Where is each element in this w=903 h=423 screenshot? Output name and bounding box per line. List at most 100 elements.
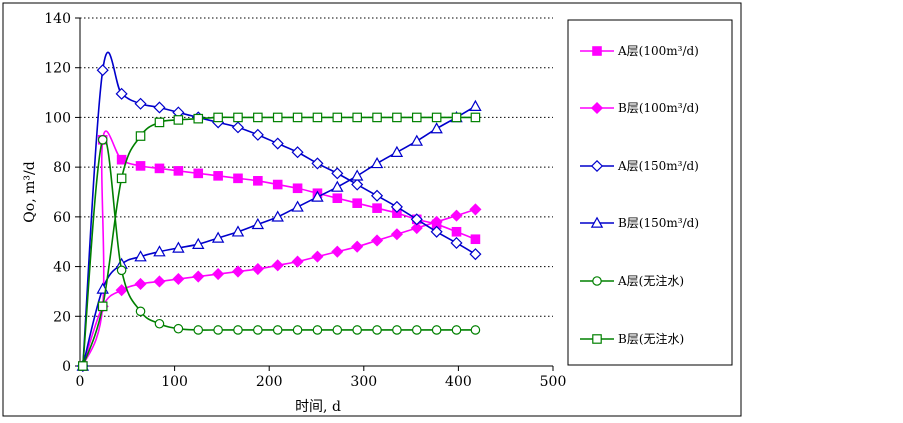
series-5-point-8 — [233, 325, 243, 335]
legend-entry-4: B层(150m³/d) — [580, 216, 699, 230]
legend-entry-5: A层(无注水) — [580, 273, 684, 288]
x-tick-label-4: 400 — [445, 374, 472, 390]
x-tick-label-5: 500 — [540, 374, 567, 390]
series-2-point-4 — [153, 275, 166, 288]
series-5-point-5 — [173, 323, 184, 334]
series-4-point-15 — [370, 156, 384, 169]
series-4-point-10 — [271, 210, 284, 222]
series-2-point-7 — [212, 267, 225, 281]
legend-label-1: A层(100m³/d) — [617, 44, 699, 58]
series-1-point-3 — [116, 154, 127, 165]
series-3-point-4 — [153, 101, 166, 114]
legend-marker-5 — [592, 276, 602, 286]
series-5-point-19 — [451, 325, 462, 335]
series-4-point-12 — [311, 190, 324, 202]
series-layer — [76, 51, 482, 373]
series-3-point-16 — [390, 200, 403, 213]
series-6-point-1 — [97, 301, 108, 312]
series-2-point-8 — [231, 265, 245, 278]
x-axis-title: 时间, d — [295, 399, 341, 415]
series-3-point-2 — [115, 87, 128, 100]
series-3-point-8 — [231, 121, 245, 134]
series-5-point-7 — [213, 325, 223, 335]
series-3-point-9 — [251, 128, 264, 141]
x-tick-label-1: 100 — [161, 374, 188, 390]
series-6-point-6 — [193, 113, 204, 124]
series-6-point-7 — [213, 112, 223, 123]
series-2-point-6 — [192, 270, 205, 283]
series-1-point-8 — [213, 171, 223, 181]
series-6-point-0 — [78, 361, 88, 371]
series-2-point-15 — [370, 234, 384, 247]
series-4-point-9 — [251, 217, 265, 230]
series-4-point-3 — [134, 250, 147, 262]
series-1-point-14 — [332, 193, 343, 204]
series-2-point-17 — [410, 221, 423, 235]
series-6-point-15 — [372, 112, 382, 123]
series-6-point-3 — [135, 131, 146, 141]
series-2-point-16 — [390, 228, 403, 241]
y-tick-label-0: 0 — [62, 359, 71, 375]
series-2-point-13 — [331, 245, 344, 258]
legend-label-5: A层(无注水) — [617, 273, 684, 288]
series-5-point-11 — [292, 325, 303, 335]
series-2-point-20 — [469, 203, 482, 216]
series-3-point-15 — [370, 189, 384, 202]
series-2-point-19 — [450, 209, 463, 222]
series-2-point-2 — [115, 284, 128, 297]
y-tick-label-6: 120 — [44, 61, 71, 77]
series-5-point-20 — [470, 325, 481, 335]
series-3-point-10 — [271, 137, 284, 150]
series-5-point-6 — [193, 325, 204, 335]
series-1-point-12 — [292, 183, 303, 194]
y-tick-label-4: 80 — [53, 160, 71, 176]
series-4-point-8 — [231, 225, 245, 237]
series-6 — [78, 112, 481, 371]
series-3-point-20 — [469, 248, 482, 261]
legend-marker-4 — [590, 216, 604, 228]
series-3-point-11 — [291, 146, 304, 159]
series-1-point-10 — [253, 176, 263, 186]
legend-entry-6: B层(无注水) — [580, 331, 684, 346]
series-5-point-10 — [272, 325, 283, 335]
y-tick-label-1: 20 — [53, 309, 71, 325]
series-3-point-3 — [134, 97, 147, 110]
series-6-point-10 — [272, 112, 283, 123]
series-4-point-7 — [211, 231, 225, 243]
series-1-point-5 — [154, 163, 165, 174]
series-5-point-17 — [411, 325, 422, 335]
series-2-point-12 — [311, 250, 324, 263]
series-2-point-14 — [351, 240, 364, 253]
series-1-point-6 — [173, 166, 184, 176]
legend: A层(100m³/d) B层(100m³/d) A层(150m³/d) B层(150m… — [567, 19, 733, 366]
series-3-point-12 — [311, 157, 324, 170]
series-6-point-14 — [352, 112, 362, 123]
legend-label-6: B层(无注水) — [618, 331, 684, 346]
x-tick-label-2: 200 — [256, 374, 283, 390]
series-6-point-17 — [411, 112, 422, 123]
series-5-point-4 — [154, 318, 165, 329]
series-4-point-13 — [331, 180, 344, 192]
series-5-point-3 — [135, 306, 146, 317]
y-tick-label-5: 100 — [44, 110, 71, 126]
series-4-point-4 — [153, 245, 166, 257]
series-2-point-11 — [291, 255, 304, 268]
x-tick-label-3: 300 — [350, 374, 377, 390]
series-4-point-20 — [469, 99, 482, 112]
series-1-point-11 — [272, 179, 283, 190]
series-3-point-17 — [410, 213, 423, 226]
series-4-point-17 — [410, 134, 423, 146]
series-4 — [76, 99, 482, 371]
series-4-point-18 — [430, 122, 443, 134]
series-6-point-20 — [470, 112, 481, 123]
x-tick-label-0: 0 — [76, 374, 85, 390]
series-3-point-19 — [450, 236, 463, 250]
series-1-point-15 — [352, 198, 362, 208]
legend-entry-1: A层(100m³/d) — [580, 44, 699, 58]
series-6-point-11 — [292, 112, 303, 123]
legend-marker-3 — [590, 159, 604, 173]
series-1-point-21 — [470, 234, 481, 245]
axis-layer: 0 20 40 60 80 100 120 140 0 100 200 300 400 500 — [44, 11, 566, 390]
